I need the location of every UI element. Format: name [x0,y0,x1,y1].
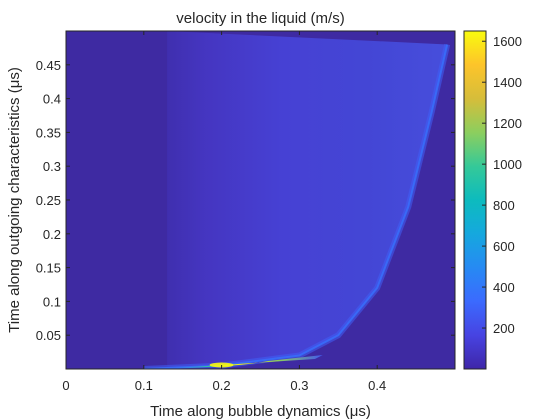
x-tick-label: 0.4 [368,378,386,393]
y-tick-label: 0.45 [36,58,61,73]
y-axis-label: Time along outgoing characteristics (μs) [6,67,23,333]
y-tick-label: 0.2 [43,227,61,242]
chart-title: velocity in the liquid (m/s) [176,10,344,27]
x-axis-label: Time along bubble dynamics (μs) [150,403,371,420]
y-tick-label: 0.4 [43,92,61,107]
y-tick-label: 0.1 [43,294,61,309]
heatmap-field [66,31,455,369]
front-edge [143,44,449,369]
y-tick-label: 0.05 [36,328,61,343]
y-tick-label: 0.15 [36,261,61,276]
colorbar-tick-label: 600 [493,239,515,254]
x-tick-label: 0.2 [213,378,231,393]
x-tick-label: 0.3 [290,378,308,393]
colorbar-tick-label: 800 [493,198,515,213]
y-tick-label: 0.3 [43,159,61,174]
colorbar-tick-label: 1400 [493,75,522,90]
y-tick-label: 0.35 [36,125,61,140]
colorbar-tick-label: 1200 [493,116,522,131]
colorbar-tick-label: 1000 [493,157,522,172]
colorbar-tick-label: 200 [493,321,515,336]
colorbar-tick-label: 1600 [493,34,522,49]
colorbar-tick-label: 400 [493,280,515,295]
x-tick-label: 0.1 [135,378,153,393]
y-tick-label: 0.25 [36,193,61,208]
x-tick-label: 0 [62,378,69,393]
colorbar [463,30,487,370]
field-band [143,31,448,369]
